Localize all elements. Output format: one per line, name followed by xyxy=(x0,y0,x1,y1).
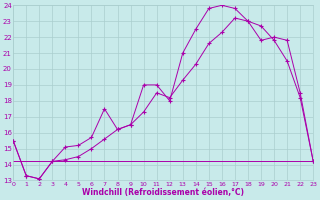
X-axis label: Windchill (Refroidissement éolien,°C): Windchill (Refroidissement éolien,°C) xyxy=(82,188,244,197)
